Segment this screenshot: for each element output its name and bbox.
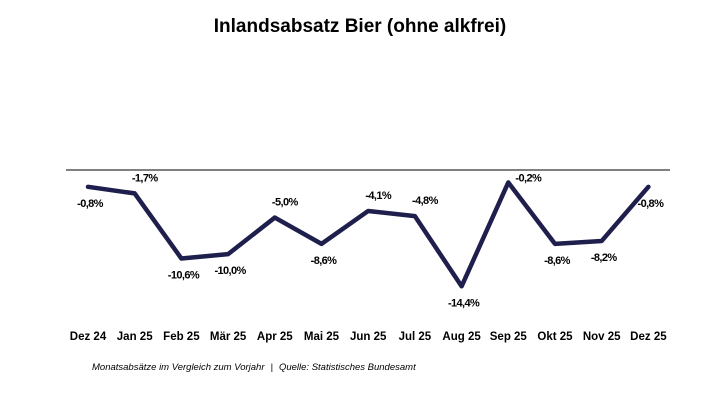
x-tick-label: Nov 25 <box>583 331 621 343</box>
x-tick-label: Mär 25 <box>210 331 247 343</box>
data-label: -1,7% <box>132 172 159 184</box>
x-tick-label: Jan 25 <box>117 331 153 343</box>
footnote-separator: | <box>270 362 273 373</box>
x-tick-label: Feb 25 <box>163 331 200 343</box>
x-tick-label: Jul 25 <box>399 331 432 343</box>
data-label: -8,6% <box>544 255 571 267</box>
footnote-description: Monatsabsätze im Vergleich zum Vorjahr <box>92 362 265 373</box>
data-label: -10,6% <box>168 270 200 282</box>
data-label: -4,1% <box>365 190 392 202</box>
data-label: -0,8% <box>77 198 104 210</box>
x-tick-label: Dez 24 <box>70 331 107 343</box>
x-tick-label: Mai 25 <box>304 331 340 343</box>
x-tick-label: Apr 25 <box>257 331 293 343</box>
data-label: -5,0% <box>272 197 299 209</box>
data-label: -14,4% <box>448 297 480 309</box>
data-label: -4,8% <box>412 195 439 207</box>
x-tick-label: Okt 25 <box>537 331 573 343</box>
data-label: -8,6% <box>311 255 338 267</box>
data-label: -10,0% <box>214 265 246 277</box>
x-tick-label: Dez 25 <box>630 331 667 343</box>
x-axis-tick-labels: Dez 24 Jan 25 Feb 25 Mär 25 Apr 25 Mai 25 Jun … <box>70 331 667 343</box>
data-label: -0,8% <box>638 198 665 210</box>
x-tick-label: Jun 25 <box>350 331 387 343</box>
x-tick-label: Sep 25 <box>490 331 528 343</box>
x-tick-label: Aug 25 <box>442 331 481 343</box>
data-label: -8,2% <box>591 252 618 264</box>
chart-title: Inlandsabsatz Bier (ohne alkfrei) <box>213 16 507 37</box>
data-labels: -0,8% -1,7% -10,6% -10,0% -5,0% -8,6% -4,1% -4,… <box>77 172 665 309</box>
series-line <box>85 180 651 289</box>
footnote: Monatsabsätze im Vergleich zum Vorjahr | Q… <box>92 362 416 373</box>
footnote-source: Quelle: Statistisches Bundesamt <box>278 362 416 373</box>
data-label: -0,2% <box>515 172 542 184</box>
